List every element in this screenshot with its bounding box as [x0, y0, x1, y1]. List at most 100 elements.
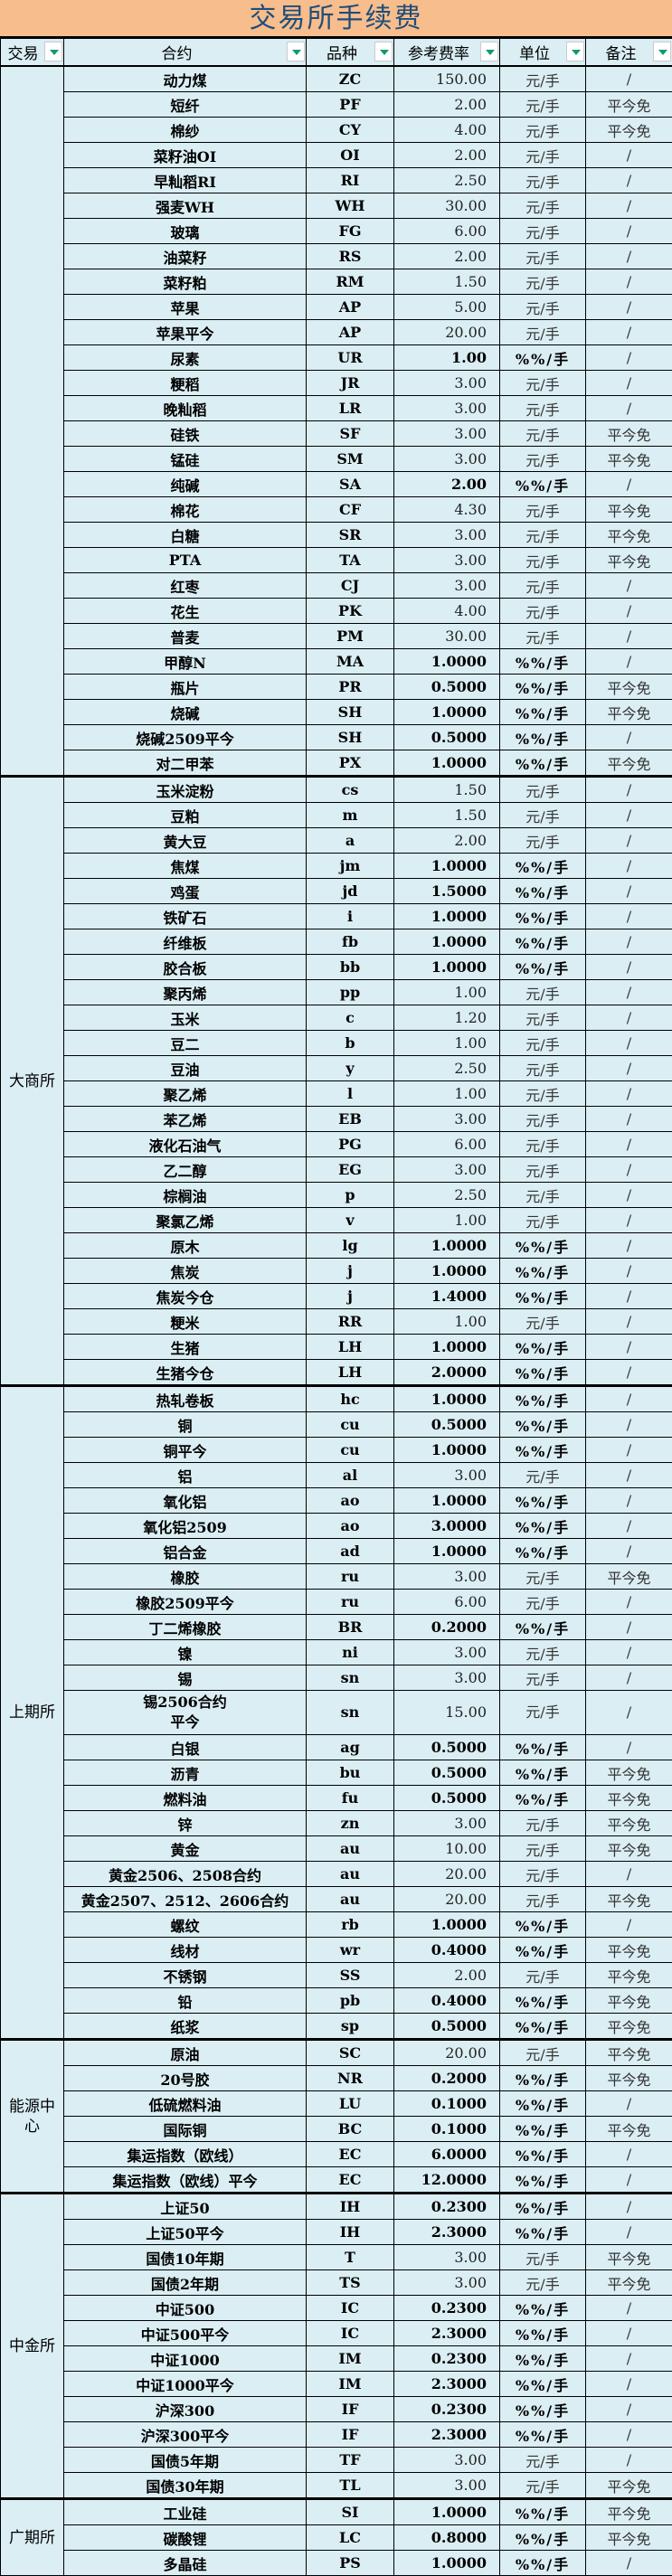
- rate-cell[interactable]: 1.0000: [394, 1488, 500, 1514]
- rate-cell[interactable]: 20.00: [394, 2040, 500, 2066]
- code-cell[interactable]: j: [307, 1259, 394, 1284]
- contract-cell[interactable]: 锡: [64, 1665, 307, 1691]
- contract-cell[interactable]: 甲醇N: [64, 649, 307, 675]
- code-cell[interactable]: LH: [307, 1335, 394, 1360]
- note-cell[interactable]: /: [586, 879, 672, 904]
- unit-cell[interactable]: 元/手: [500, 193, 586, 219]
- code-cell[interactable]: i: [307, 904, 394, 929]
- rate-cell[interactable]: 3.00: [394, 2473, 500, 2499]
- note-cell[interactable]: /: [586, 1514, 672, 1539]
- code-cell[interactable]: lg: [307, 1233, 394, 1259]
- unit-cell[interactable]: 元/手: [500, 980, 586, 1005]
- note-cell[interactable]: /: [586, 320, 672, 345]
- note-cell[interactable]: 平今免: [586, 2525, 672, 2551]
- code-cell[interactable]: PS: [307, 2551, 394, 2576]
- unit-cell[interactable]: %%/手: [500, 2091, 586, 2117]
- code-cell[interactable]: jd: [307, 879, 394, 904]
- unit-cell[interactable]: %%/手: [500, 1912, 586, 1938]
- contract-cell[interactable]: 玉米淀粉: [64, 777, 307, 803]
- code-cell[interactable]: UR: [307, 345, 394, 371]
- rate-cell[interactable]: 0.5000: [394, 2014, 500, 2040]
- unit-cell[interactable]: 元/手: [500, 2040, 586, 2066]
- contract-cell[interactable]: 油菜籽: [64, 244, 307, 269]
- contract-cell[interactable]: 粳米: [64, 1309, 307, 1335]
- contract-cell[interactable]: 白糖: [64, 523, 307, 548]
- note-cell[interactable]: 平今免: [586, 675, 672, 700]
- note-cell[interactable]: /: [586, 1615, 672, 1640]
- note-cell[interactable]: 平今免: [586, 2270, 672, 2296]
- code-cell[interactable]: JR: [307, 371, 394, 396]
- note-cell[interactable]: /: [586, 1590, 672, 1615]
- rate-cell[interactable]: 2.00: [394, 92, 500, 118]
- contract-cell[interactable]: PTA: [64, 548, 307, 573]
- contract-cell[interactable]: 氧化铝2509: [64, 1514, 307, 1539]
- note-cell[interactable]: /: [586, 371, 672, 396]
- rate-cell[interactable]: 1.0000: [394, 649, 500, 675]
- unit-cell[interactable]: %%/手: [500, 2296, 586, 2321]
- unit-cell[interactable]: 元/手: [500, 777, 586, 803]
- note-cell[interactable]: /: [586, 244, 672, 269]
- unit-cell[interactable]: 元/手: [500, 295, 586, 320]
- note-cell[interactable]: 平今免: [586, 2245, 672, 2270]
- code-cell[interactable]: a: [307, 828, 394, 854]
- note-cell[interactable]: /: [586, 1412, 672, 1438]
- code-cell[interactable]: SI: [307, 2499, 394, 2525]
- rate-cell[interactable]: 3.00: [394, 447, 500, 472]
- note-cell[interactable]: /: [586, 66, 672, 92]
- code-cell[interactable]: wr: [307, 1938, 394, 1963]
- contract-cell[interactable]: 豆油: [64, 1056, 307, 1081]
- rate-cell[interactable]: 1.00: [394, 1309, 500, 1335]
- rate-cell[interactable]: 5.00: [394, 295, 500, 320]
- code-cell[interactable]: j: [307, 1284, 394, 1309]
- unit-cell[interactable]: 元/手: [500, 599, 586, 624]
- rate-cell[interactable]: 1.0000: [394, 2551, 500, 2576]
- unit-cell[interactable]: %%/手: [500, 879, 586, 904]
- contract-cell[interactable]: 国债2年期: [64, 2270, 307, 2296]
- contract-cell[interactable]: 中证500平今: [64, 2321, 307, 2346]
- rate-cell[interactable]: 2.50: [394, 1183, 500, 1208]
- code-cell[interactable]: NR: [307, 2066, 394, 2091]
- contract-cell[interactable]: 上证50平今: [64, 2220, 307, 2245]
- unit-cell[interactable]: 元/手: [500, 396, 586, 421]
- unit-cell[interactable]: %%/手: [500, 649, 586, 675]
- unit-cell[interactable]: 元/手: [500, 219, 586, 244]
- code-cell[interactable]: EG: [307, 1157, 394, 1183]
- code-cell[interactable]: ag: [307, 1735, 394, 1760]
- code-cell[interactable]: PM: [307, 624, 394, 649]
- contract-cell[interactable]: 短纤: [64, 92, 307, 118]
- code-cell[interactable]: ru: [307, 1590, 394, 1615]
- note-cell[interactable]: /: [586, 1031, 672, 1056]
- code-cell[interactable]: PG: [307, 1132, 394, 1157]
- unit-cell[interactable]: %%/手: [500, 1514, 586, 1539]
- note-cell[interactable]: /: [586, 1309, 672, 1335]
- note-cell[interactable]: 平今免: [586, 2499, 672, 2525]
- code-cell[interactable]: ao: [307, 1514, 394, 1539]
- rate-cell[interactable]: 1.50: [394, 803, 500, 828]
- rate-cell[interactable]: 2.50: [394, 168, 500, 193]
- note-cell[interactable]: 平今免: [586, 1564, 672, 1590]
- note-cell[interactable]: 平今免: [586, 1988, 672, 2014]
- note-cell[interactable]: /: [586, 269, 672, 295]
- unit-cell[interactable]: %%/手: [500, 1233, 586, 1259]
- note-cell[interactable]: 平今免: [586, 497, 672, 523]
- code-cell[interactable]: SF: [307, 421, 394, 447]
- rate-cell[interactable]: 4.00: [394, 599, 500, 624]
- unit-cell[interactable]: %%/手: [500, 1760, 586, 1786]
- rate-cell[interactable]: 1.0000: [394, 700, 500, 725]
- contract-cell[interactable]: 碳酸锂: [64, 2525, 307, 2551]
- note-cell[interactable]: /: [586, 1640, 672, 1665]
- unit-cell[interactable]: %%/手: [500, 2525, 586, 2551]
- contract-cell[interactable]: 豆二: [64, 1031, 307, 1056]
- code-cell[interactable]: c: [307, 1005, 394, 1031]
- rate-cell[interactable]: 3.00: [394, 2245, 500, 2270]
- code-cell[interactable]: cs: [307, 777, 394, 803]
- rate-cell[interactable]: 30.00: [394, 193, 500, 219]
- contract-cell[interactable]: 铅: [64, 1988, 307, 2014]
- unit-cell[interactable]: 元/手: [500, 1157, 586, 1183]
- rate-cell[interactable]: 12.0000: [394, 2167, 500, 2194]
- unit-cell[interactable]: %%/手: [500, 2142, 586, 2167]
- rate-cell[interactable]: 0.5000: [394, 675, 500, 700]
- code-cell[interactable]: PF: [307, 92, 394, 118]
- note-cell[interactable]: /: [586, 1233, 672, 1259]
- contract-cell[interactable]: 锰硅: [64, 447, 307, 472]
